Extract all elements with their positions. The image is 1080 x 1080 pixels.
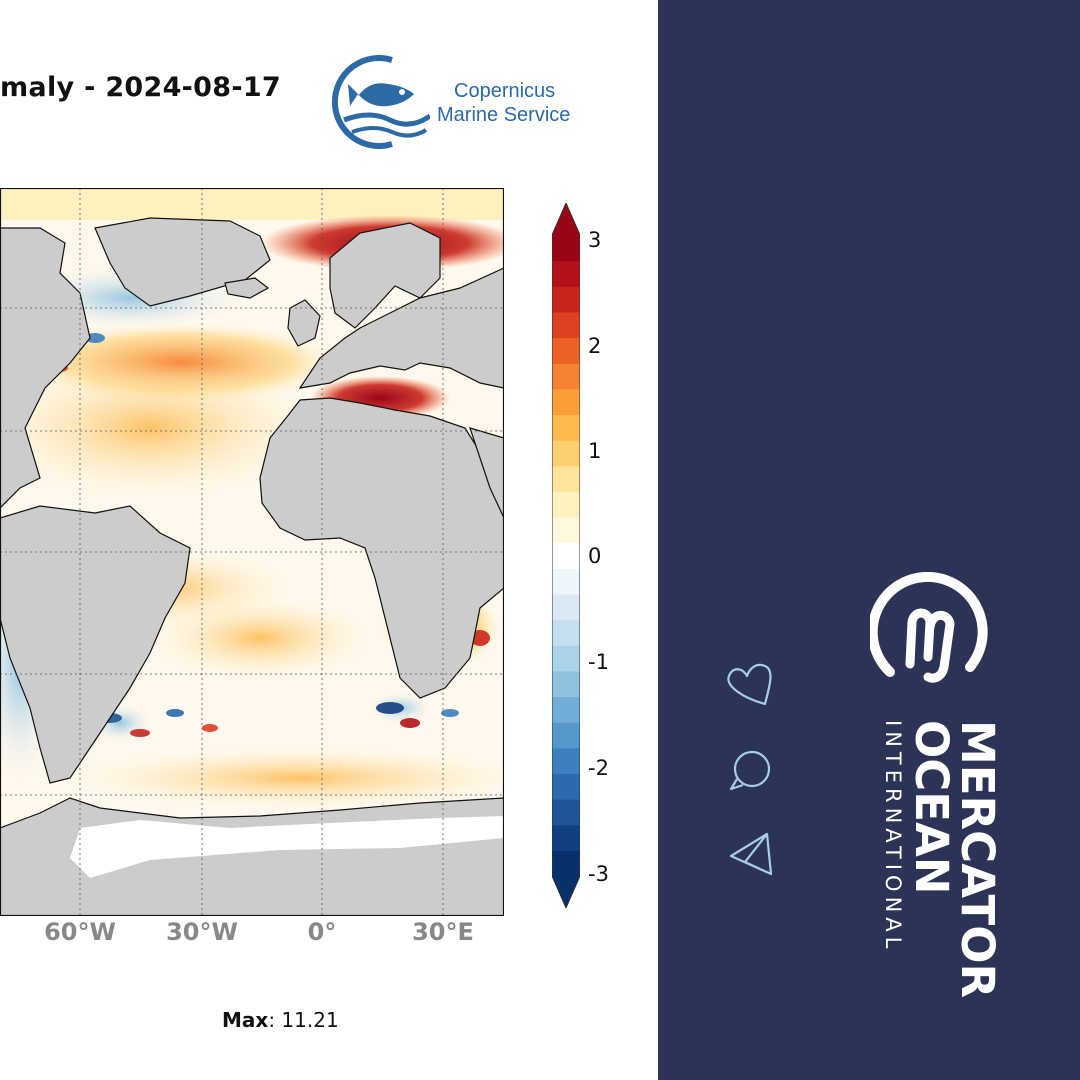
max-value: 11.21 [281,1008,339,1032]
colorbar-segment [552,568,580,595]
copernicus-logo [331,55,430,149]
copernicus-name: Copernicus [454,80,556,102]
land-north-america [0,227,91,509]
colorbar-segment [552,388,580,416]
colorbar-segment [552,440,580,467]
brand-word-1: MERCATOR [951,720,1004,999]
land-iceland [224,277,270,299]
land-scandinavia [329,222,441,329]
colorbar-tick-label: 1 [588,439,602,463]
colorbar-segment [552,260,580,287]
colorbar-tick-label: -2 [588,756,609,780]
colorbar-tick-label: 2 [588,334,602,358]
colorbar-segment [552,337,580,364]
max-value-readout: Max: 11.21 [222,1008,339,1032]
brand-word-3: INTERNATIONAL [881,720,905,954]
colorbar-tick-label: -3 [588,862,609,886]
colorbar-segment [552,696,580,723]
colorbar-tick-label: -1 [588,650,609,674]
colorbar-segment [552,286,580,313]
colorbar-tick-label: 3 [588,228,602,252]
colorbar [552,203,580,908]
brand-panel [658,0,1080,1080]
colorbar-segment [552,670,580,698]
colorbar-segment [552,799,580,826]
lon-tick-30e: 30°E [412,918,474,946]
colorbar-segment [552,593,580,621]
lon-tick-60w: 60°W [44,918,116,946]
brand-word-2: OCEAN [905,720,958,895]
colorbar-segment [552,491,580,518]
colorbar-extend-max [552,203,580,235]
land-south-america [0,505,191,784]
colorbar-segment [552,619,580,646]
colorbar-segment [552,773,580,800]
colorbar-segment [552,722,580,749]
lon-tick-30w: 30°W [166,918,238,946]
colorbar-segment [552,311,580,339]
colorbar-segment [552,235,580,262]
anomaly-map [0,188,504,916]
land-british-isles [287,299,321,347]
colorbar-segment [552,824,580,851]
colorbar-segment [552,850,580,877]
heart-icon[interactable] [725,658,775,708]
land-europe [298,267,504,389]
colorbar-segment [552,363,580,390]
gridlines [0,188,504,916]
colorbar-extend-min [552,876,580,908]
colorbar-segment [552,517,580,544]
colorbar-segment [552,465,580,492]
colorbar-segment [552,414,580,441]
land-arabia [469,427,504,519]
lon-tick-0: 0° [307,918,337,946]
colorbar-tick-label: 0 [588,544,602,568]
send-icon[interactable] [725,830,775,880]
colorbar-segment [552,747,580,775]
copernicus-subtitle: Marine Service [437,104,571,126]
max-label: Max [222,1008,269,1032]
comment-icon[interactable] [725,745,775,795]
figure-title: maly - 2024-08-17 [0,72,282,103]
colorbar-segment [552,542,580,569]
mercator-ocean-logo [870,572,988,683]
figure-panel: maly - 2024-08-17 Copernicus Marine Serv… [0,55,609,1032]
colorbar-segment [552,645,580,672]
mercator-ocean-wordmark: MERCATOR OCEAN INTERNATIONAL [878,720,1004,999]
